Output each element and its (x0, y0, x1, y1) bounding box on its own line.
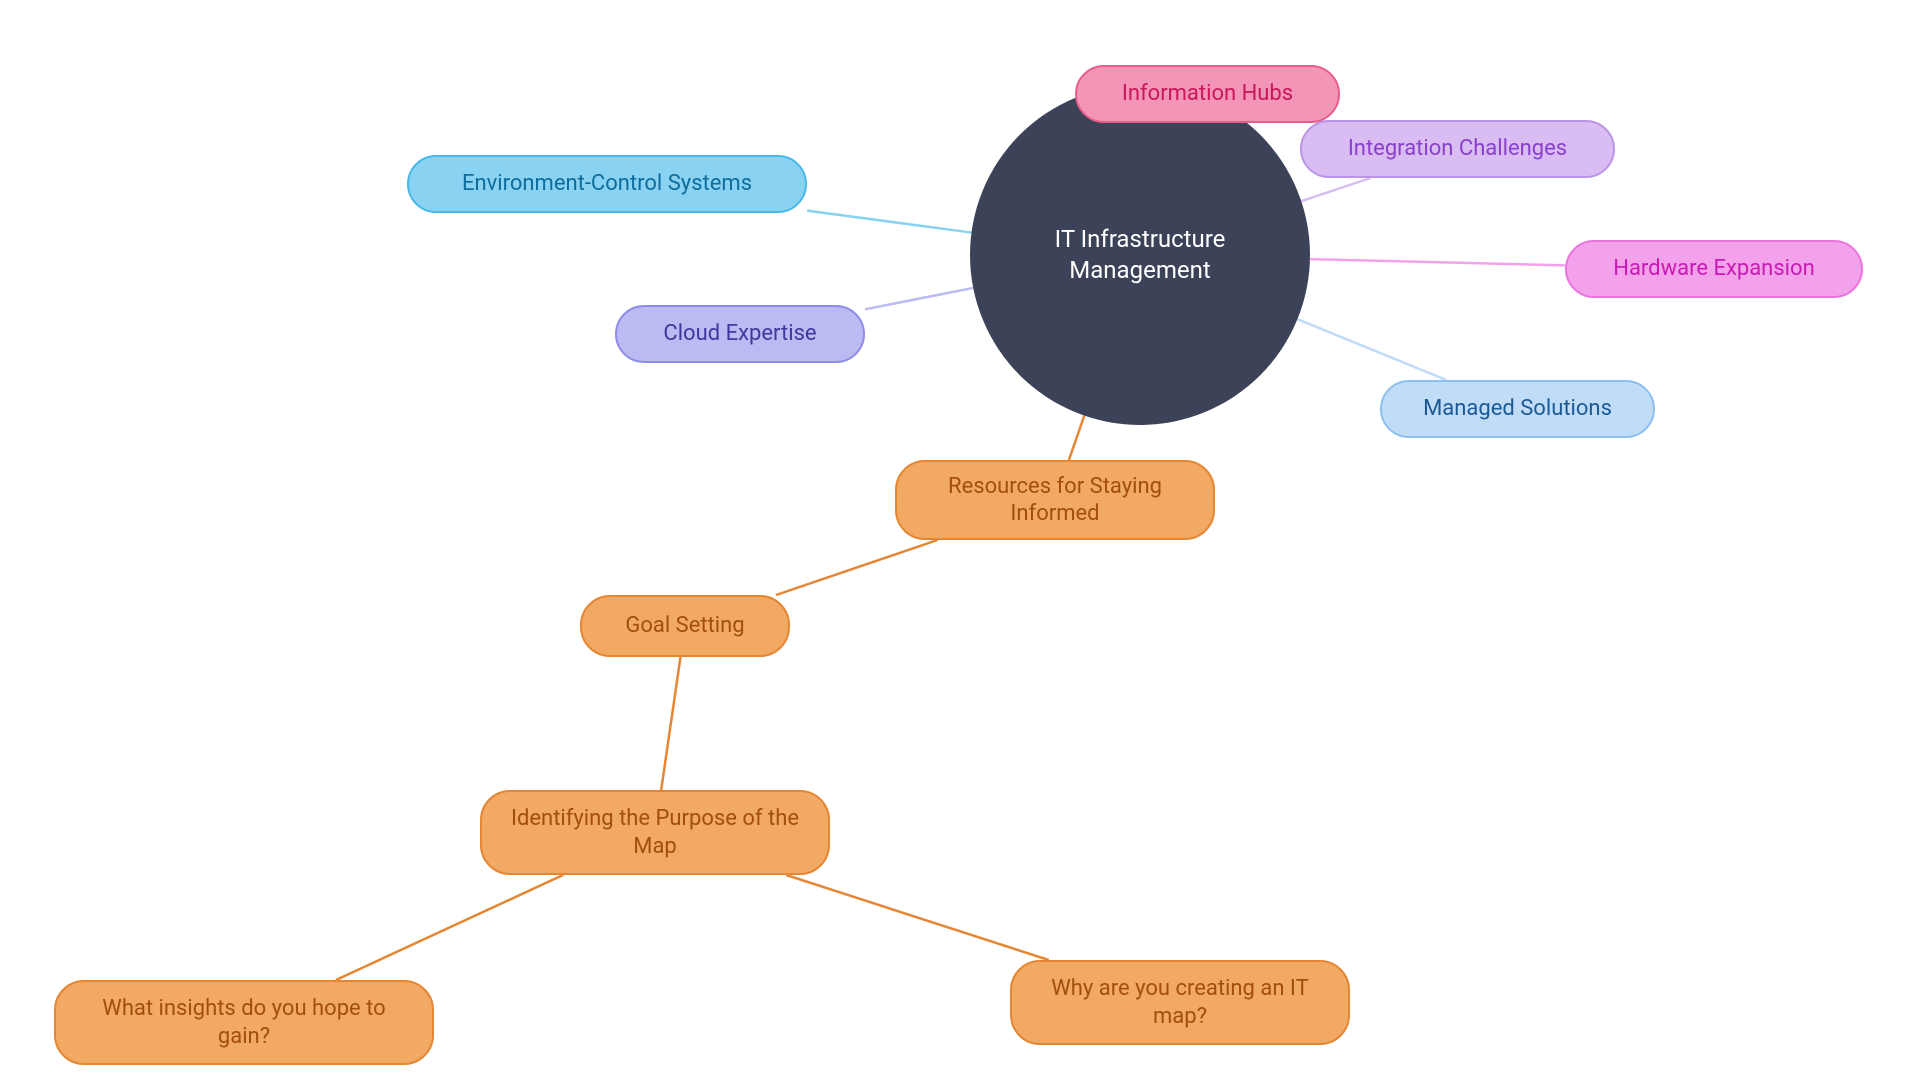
node-info-hubs[interactable]: Information Hubs (1075, 65, 1340, 123)
node-env[interactable]: Environment-Control Systems (407, 155, 807, 213)
node-label: What insights do you hope to gain? (78, 995, 410, 1050)
edge (1310, 259, 1565, 265)
node-purpose[interactable]: Identifying the Purpose of the Map (480, 790, 830, 875)
node-label: Managed Solutions (1423, 395, 1612, 423)
center-node[interactable]: IT Infrastructure Management (970, 85, 1310, 425)
node-cloud[interactable]: Cloud Expertise (615, 305, 865, 363)
node-label: Why are you creating an IT map? (1034, 975, 1326, 1030)
edge (786, 875, 1049, 960)
edge (1301, 178, 1370, 201)
node-label: Goal Setting (625, 612, 744, 640)
edge (1297, 319, 1446, 380)
edge (1069, 416, 1084, 460)
node-label: Integration Challenges (1348, 135, 1567, 163)
node-label: Information Hubs (1122, 80, 1293, 108)
node-label: Hardware Expansion (1613, 255, 1814, 283)
node-hardware[interactable]: Hardware Expansion (1565, 240, 1863, 298)
edge (776, 540, 938, 595)
edges-layer (0, 0, 1920, 1080)
node-goal[interactable]: Goal Setting (580, 595, 790, 657)
node-label: Cloud Expertise (663, 320, 816, 348)
node-integration[interactable]: Integration Challenges (1300, 120, 1615, 178)
node-managed[interactable]: Managed Solutions (1380, 380, 1655, 438)
node-why[interactable]: Why are you creating an IT map? (1010, 960, 1350, 1045)
node-insights[interactable]: What insights do you hope to gain? (54, 980, 434, 1065)
mindmap-canvas: IT Infrastructure Management Information … (0, 0, 1920, 1080)
node-label: Identifying the Purpose of the Map (504, 805, 806, 860)
edge (807, 211, 971, 233)
node-label: Resources for Staying Informed (919, 473, 1191, 528)
edge (336, 875, 563, 980)
edge (661, 657, 680, 790)
center-label: IT Infrastructure Management (990, 224, 1290, 286)
edge (865, 288, 973, 309)
node-resources[interactable]: Resources for Staying Informed (895, 460, 1215, 540)
node-label: Environment-Control Systems (462, 170, 752, 198)
